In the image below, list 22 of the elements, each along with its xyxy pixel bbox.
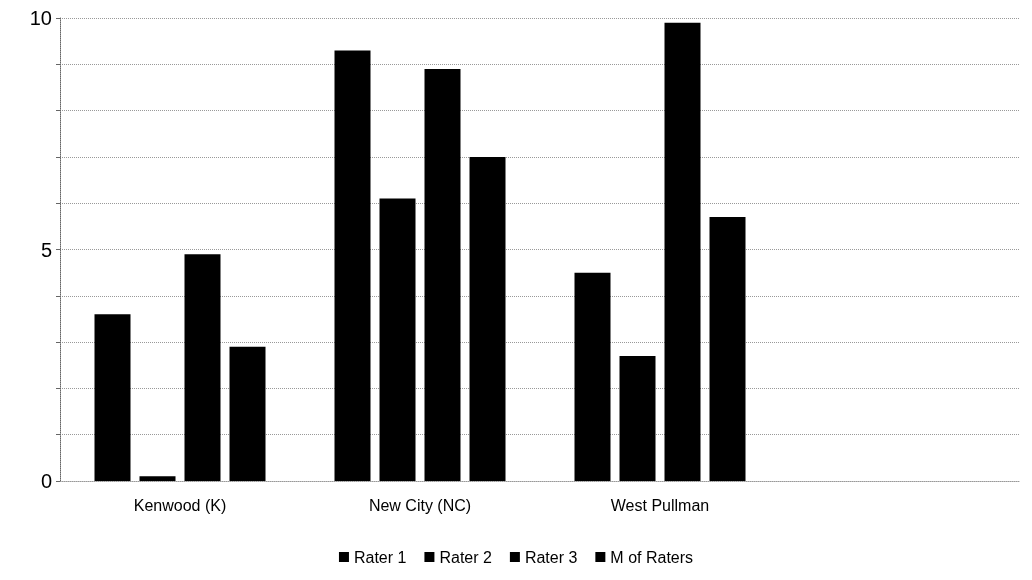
bar <box>664 22 701 481</box>
x-tick-label: New City (NC) <box>368 496 472 514</box>
bar <box>619 355 656 481</box>
bar <box>94 314 131 481</box>
bar <box>229 346 266 481</box>
y-tick-label: 0 <box>40 470 52 492</box>
legend-label: Rater 3 <box>524 548 578 566</box>
bar <box>424 68 461 481</box>
bar <box>379 198 416 481</box>
legend-label: M of Raters <box>610 548 694 566</box>
x-tick-label: West Pullman <box>610 496 710 514</box>
bar <box>334 50 371 481</box>
y-tick-label: 10 <box>29 7 52 29</box>
bar <box>139 476 176 481</box>
bar <box>574 272 611 481</box>
y-tick-label: 5 <box>40 238 52 261</box>
bar <box>184 254 221 481</box>
legend-label: Rater 2 <box>439 548 492 566</box>
x-tick-label: Kenwood (K) <box>133 496 227 514</box>
bar <box>469 156 506 481</box>
legend-label: Rater 1 <box>353 548 407 566</box>
bar <box>709 217 746 481</box>
